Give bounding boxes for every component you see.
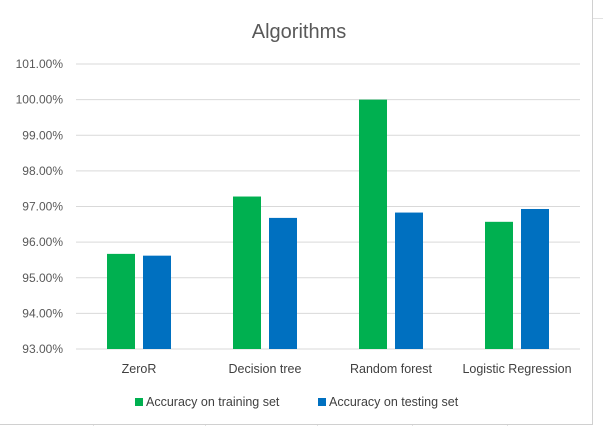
legend-label-testing: Accuracy on testing set: [329, 395, 459, 409]
bar-testing-2: [395, 212, 423, 349]
y-tick-label: 94.00%: [22, 306, 63, 320]
y-tick-label: 95.00%: [22, 271, 63, 285]
y-tick-label: 101.00%: [16, 57, 64, 71]
legend-swatch-testing: [318, 398, 326, 406]
legend-label-training: Accuracy on training set: [146, 395, 280, 409]
y-tick-label: 96.00%: [22, 235, 63, 249]
bars: [107, 99, 549, 349]
bar-training-0: [107, 253, 135, 349]
x-category-label: Random forest: [350, 362, 433, 376]
y-tick-label: 93.00%: [22, 342, 63, 356]
chart-title: Algorithms: [252, 21, 346, 43]
x-category-label: ZeroR: [122, 362, 157, 376]
x-axis-labels: ZeroR Decision tree Random forest Logistic …: [122, 362, 572, 376]
x-category-label: Decision tree: [229, 362, 302, 376]
bar-training-3: [485, 221, 513, 349]
bar-testing-3: [521, 208, 549, 349]
bar-training-1: [233, 196, 261, 349]
y-tick-label: 97.00%: [22, 200, 63, 214]
x-category-label: Logistic Regression: [462, 362, 571, 376]
bar-testing-0: [143, 255, 171, 349]
legend: Accuracy on training set Accuracy on test…: [135, 395, 459, 409]
legend-swatch-training: [135, 398, 143, 406]
chart-svg: Algorithms 93.00% 94.00% 95.00% 96.00% 97.00…: [16, 21, 580, 409]
bar-training-2: [359, 99, 387, 349]
y-tick-label: 98.00%: [22, 164, 63, 178]
y-tick-label: 99.00%: [22, 128, 63, 142]
y-axis-labels: 93.00% 94.00% 95.00% 96.00% 97.00% 98.00% 99.0…: [16, 57, 64, 356]
bar-testing-1: [269, 217, 297, 349]
y-tick-label: 100.00%: [16, 93, 64, 107]
